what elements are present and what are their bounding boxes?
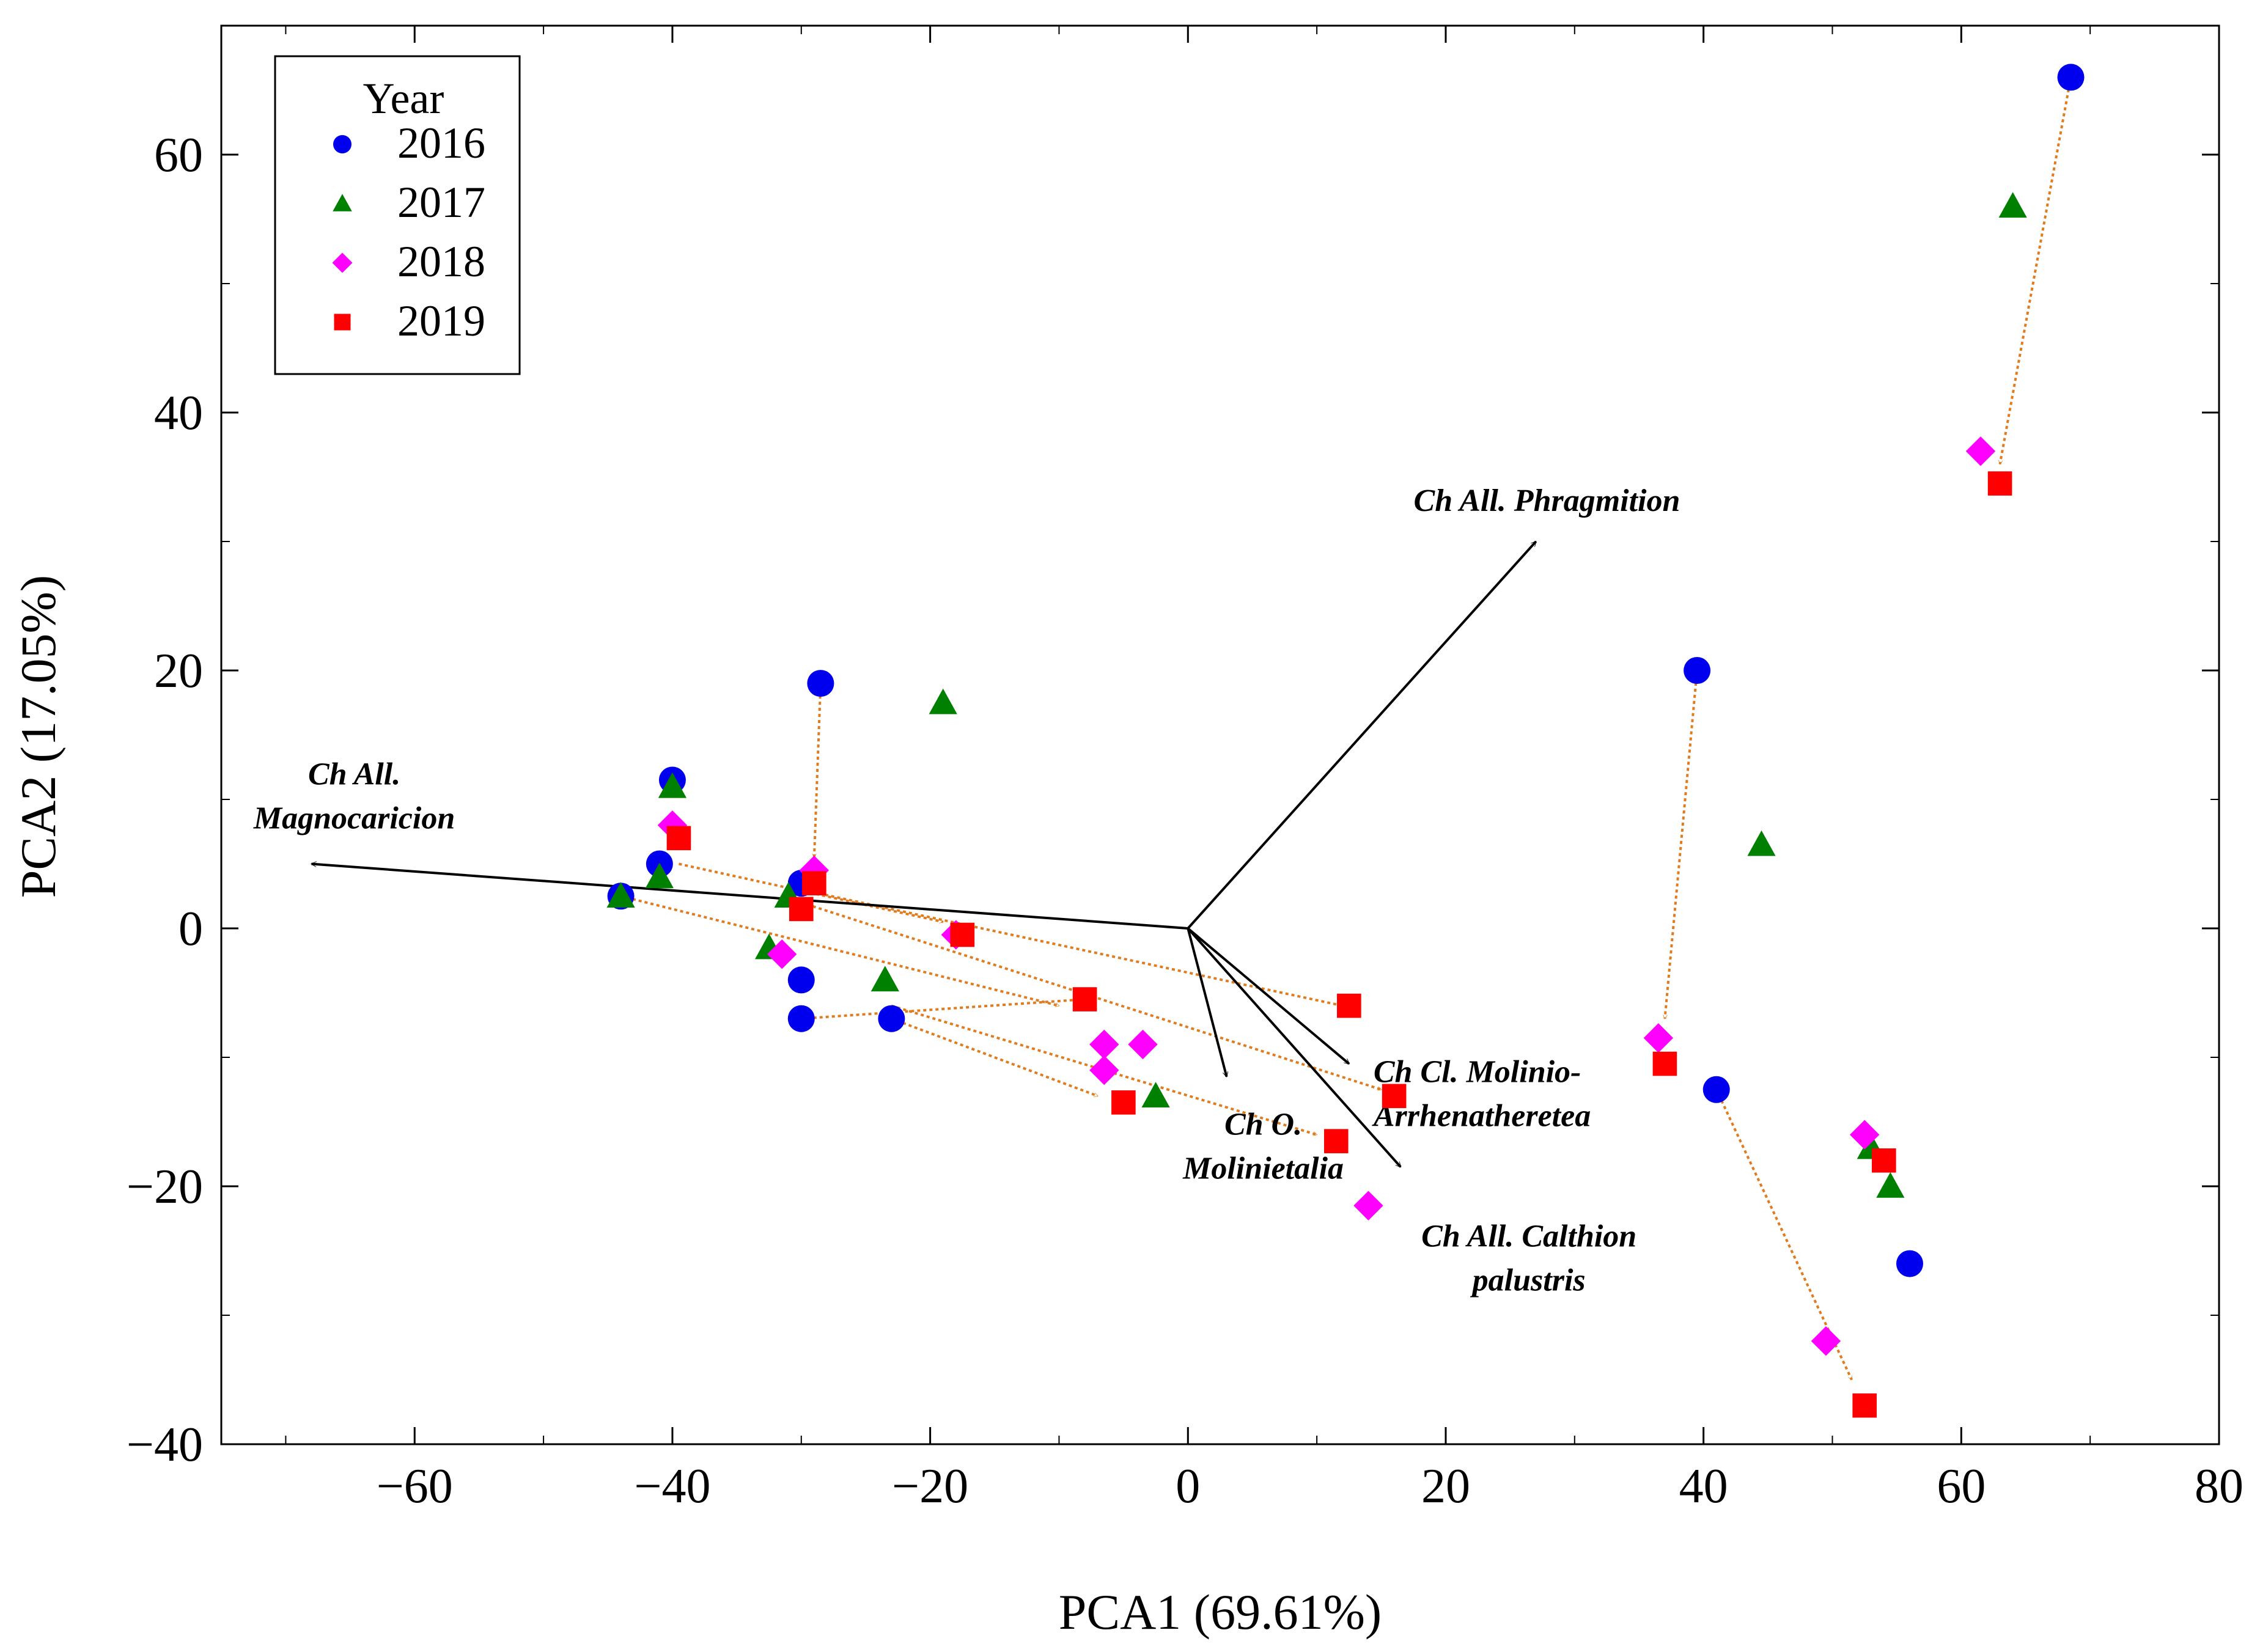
y-tick-label: −40 — [127, 1418, 203, 1472]
trajectory-arrow — [814, 683, 822, 857]
point-2017 — [606, 882, 635, 908]
point-2016 — [807, 670, 834, 697]
loading-vector — [1187, 927, 1349, 1065]
legend-label: 2016 — [397, 119, 485, 167]
point-2018 — [1643, 1023, 1674, 1053]
y-tick-label: −20 — [127, 1160, 203, 1214]
loading-label: Ch All. Phragmition — [1414, 483, 1680, 518]
point-2019 — [1872, 1148, 1896, 1173]
trajectory-arrow — [801, 999, 1085, 1020]
point-2019 — [1382, 1084, 1407, 1109]
point-2018 — [1089, 1029, 1119, 1060]
legend: Year 2016 2017 2018 2019 — [274, 55, 521, 375]
axis-tick-labels: −60 −40 −20 0 20 40 60 80 −40 −20 0 20 40 60 — [127, 128, 2243, 1513]
plot-frame — [220, 24, 2220, 1445]
point-2017 — [1747, 830, 1776, 856]
point-2016 — [1896, 1250, 1923, 1277]
x-tick-label: −20 — [892, 1459, 968, 1513]
point-2018 — [657, 810, 688, 840]
y-tick-label: 60 — [154, 128, 203, 182]
point-2019 — [1072, 987, 1097, 1011]
legend-box — [274, 55, 521, 375]
trajectory-arrow — [801, 888, 1343, 1006]
point-2017 — [1141, 1082, 1170, 1107]
point-2019 — [802, 871, 826, 895]
x-tick-label: −60 — [377, 1459, 453, 1513]
trajectory-arrow — [2000, 77, 2072, 464]
point-2018 — [1849, 1120, 1880, 1150]
data-points — [606, 64, 2085, 1418]
loading-label: Ch All. — [308, 757, 400, 792]
loading-vectors: Ch All. Phragmition Ch All. Magnocaricion C… — [253, 483, 1680, 1298]
point-2016 — [878, 1005, 905, 1032]
x-tick-label: 60 — [1937, 1459, 1986, 1513]
point-2018 — [1811, 1326, 1841, 1356]
point-2019 — [1852, 1393, 1877, 1418]
point-2018 — [1353, 1191, 1383, 1221]
point-2016 — [1702, 1076, 1730, 1103]
legend-title: Year — [363, 74, 444, 123]
point-2017 — [871, 966, 899, 992]
legend-label: 2017 — [397, 178, 485, 227]
legend-items: 2016 2017 2018 2019 — [332, 119, 485, 345]
legend-label: 2019 — [397, 296, 485, 345]
x-tick-label: 0 — [1176, 1459, 1200, 1513]
point-2017 — [929, 688, 957, 714]
point-2016 — [2057, 64, 2085, 91]
loading-label: Magnocaricion — [253, 801, 455, 836]
point-2017 — [658, 772, 687, 798]
point-2018 — [1089, 1055, 1119, 1085]
point-2016 — [787, 1005, 815, 1032]
point-2018 — [767, 939, 797, 969]
loading-vector — [312, 864, 1188, 930]
loading-label: Arrhenatheretea — [1372, 1099, 1591, 1134]
point-2019 — [1111, 1090, 1136, 1115]
y-tick-label: 20 — [154, 644, 203, 698]
y-tick-label: 0 — [179, 902, 203, 956]
point-2019 — [666, 826, 691, 851]
legend-marker-2018 — [332, 252, 353, 273]
legend-label: 2018 — [397, 237, 485, 286]
point-2019 — [789, 897, 814, 922]
trajectory-arrow — [801, 901, 1382, 1091]
trajectory-arrow — [1715, 1088, 1853, 1380]
point-2018 — [1128, 1029, 1158, 1060]
point-2017 — [1998, 192, 2027, 218]
point-2016 — [787, 966, 815, 994]
loading-label: Ch All. Calthion — [1421, 1219, 1636, 1254]
legend-marker-2016 — [333, 135, 352, 153]
point-2019 — [950, 922, 975, 947]
loading-label: Ch Cl. Molinio- — [1374, 1055, 1581, 1090]
loading-vector — [1187, 928, 1226, 1077]
loading-vector — [1187, 927, 1402, 1167]
point-2017 — [645, 862, 674, 889]
point-2019 — [1987, 471, 2012, 496]
legend-marker-2019 — [334, 314, 351, 331]
point-2019 — [1337, 993, 1361, 1018]
loading-label: Molinietalia — [1182, 1151, 1344, 1186]
loading-label: Ch O. — [1224, 1107, 1302, 1142]
x-tick-label: 20 — [1421, 1459, 1470, 1513]
point-2017 — [1876, 1172, 1905, 1198]
x-tick-label: −40 — [634, 1459, 710, 1513]
point-2018 — [1965, 436, 1996, 466]
point-2019 — [1652, 1051, 1677, 1076]
legend-marker-2017 — [333, 194, 352, 211]
x-tick-label: 40 — [1679, 1459, 1728, 1513]
point-2016 — [1684, 657, 1711, 684]
y-axis-title: PCA2 (17.05%) — [10, 575, 66, 898]
x-axis-title: PCA1 (69.61%) — [1059, 1584, 1382, 1640]
loading-vector — [1187, 541, 1537, 930]
trajectory-arrow — [891, 1017, 1097, 1098]
axis-ticks — [221, 25, 2220, 1445]
trajectory-arrow — [620, 895, 1059, 1005]
point-2019 — [1323, 1129, 1349, 1153]
loading-label: palustris — [1470, 1263, 1586, 1298]
y-tick-label: 40 — [154, 386, 203, 440]
x-tick-label: 80 — [2195, 1459, 2243, 1513]
